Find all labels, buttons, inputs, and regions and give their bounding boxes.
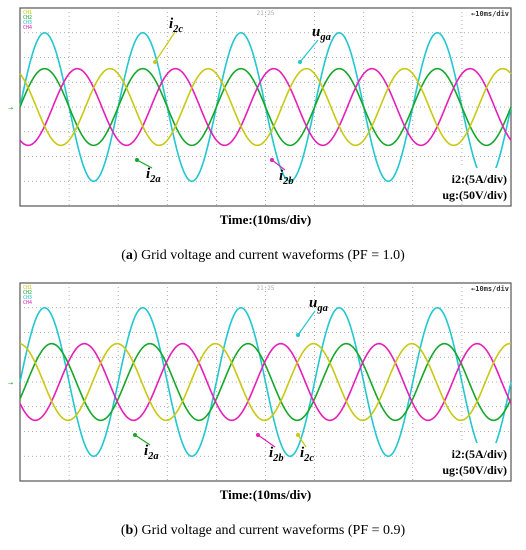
current-scale-label: i2:(5A/div) bbox=[452, 172, 507, 186]
series-line-uga bbox=[19, 306, 512, 458]
series-label-uga: uga bbox=[312, 24, 331, 43]
leader-line-i2c bbox=[154, 31, 176, 63]
series-line-i2a bbox=[19, 67, 512, 147]
leader-arrow-i2b bbox=[270, 158, 274, 162]
channel-tag-ch4: CH4 bbox=[23, 300, 32, 306]
leader-line-i2b bbox=[271, 159, 286, 171]
channel-tag-ch2: CH2 bbox=[23, 290, 32, 296]
top-readout: 21:25 bbox=[256, 285, 274, 292]
leader-arrow-i2c bbox=[296, 433, 300, 437]
leader-line-i2a bbox=[136, 159, 153, 169]
series-label-uga: uga bbox=[309, 295, 328, 314]
caption-a-text: Grid voltage and current waveforms (PF =… bbox=[141, 248, 405, 263]
caption-b-label: b bbox=[125, 523, 134, 538]
leader-arrow-i2b bbox=[256, 433, 260, 437]
leader-line-uga bbox=[297, 310, 316, 336]
leader-arrow-i2c bbox=[153, 60, 157, 64]
channel-tag-ch4: CH4 bbox=[23, 25, 32, 31]
channel-marker: → bbox=[8, 105, 13, 112]
leader-arrow-i2a bbox=[135, 158, 139, 162]
series-line-i2b bbox=[19, 342, 512, 422]
scale-label-bg bbox=[413, 443, 509, 477]
leader-arrow-uga bbox=[298, 60, 302, 64]
series-line-i2b bbox=[19, 67, 512, 147]
series-line-i2c bbox=[19, 342, 512, 422]
leader-line-i2a bbox=[134, 434, 151, 446]
x-axis-label: Time:(10ms/div) bbox=[220, 212, 311, 227]
x-axis-label: Time:(10ms/div) bbox=[220, 487, 311, 502]
series-label-i2b: i2b bbox=[279, 168, 294, 187]
series-label-i2c: i2c bbox=[300, 445, 314, 464]
current-scale-label: i2:(5A/div) bbox=[452, 447, 507, 461]
leader-line-i2b bbox=[257, 434, 276, 448]
series-label-i2a: i2a bbox=[144, 443, 159, 462]
caption-b: (b) Grid voltage and current waveforms (… bbox=[120, 523, 406, 538]
channel-tag-ch3: CH3 bbox=[23, 295, 32, 301]
channel-tag-ch1: CH1 bbox=[23, 285, 32, 291]
series-line-i2c bbox=[19, 67, 512, 147]
channel-tag-ch2: CH2 bbox=[23, 15, 32, 21]
scope-panel-a: CH1 CH2 CH3 CH4 21:25 ←10ms/div → Time:(10ms/di… bbox=[8, 7, 512, 263]
series-line-i2a bbox=[19, 342, 512, 422]
channel-tag-ch3: CH3 bbox=[23, 20, 32, 26]
series-label-i2b: i2b bbox=[269, 445, 284, 464]
top-readout: 21:25 bbox=[256, 10, 274, 17]
caption-a: (a) Grid voltage and current waveforms (… bbox=[121, 248, 405, 263]
voltage-scale-label: ug:(50V/div) bbox=[442, 188, 507, 202]
scope-panel-b: CH1 CH2 CH3 CH4 21:25 ←10ms/div → Time:(10ms/di… bbox=[0, 275, 526, 550]
channel-marker: → bbox=[8, 380, 13, 387]
time-scale-readout: ←10ms/div bbox=[471, 285, 509, 293]
caption-b-text: Grid voltage and current waveforms (PF =… bbox=[141, 523, 406, 538]
time-scale-readout: ←10ms/div bbox=[471, 10, 509, 18]
series-label-i2a: i2a bbox=[146, 166, 161, 185]
leader-arrow-uga bbox=[296, 333, 300, 337]
leader-arrow-i2a bbox=[133, 433, 137, 437]
series-label-i2c: i2c bbox=[169, 16, 183, 35]
grid bbox=[20, 283, 511, 481]
leader-line-i2c bbox=[297, 434, 307, 448]
voltage-scale-label: ug:(50V/div) bbox=[442, 463, 507, 477]
channel-tag-ch1: CH1 bbox=[23, 10, 32, 16]
caption-a-label: a bbox=[125, 248, 133, 263]
scale-label-bg bbox=[413, 168, 509, 202]
leader-line-uga bbox=[299, 39, 319, 63]
